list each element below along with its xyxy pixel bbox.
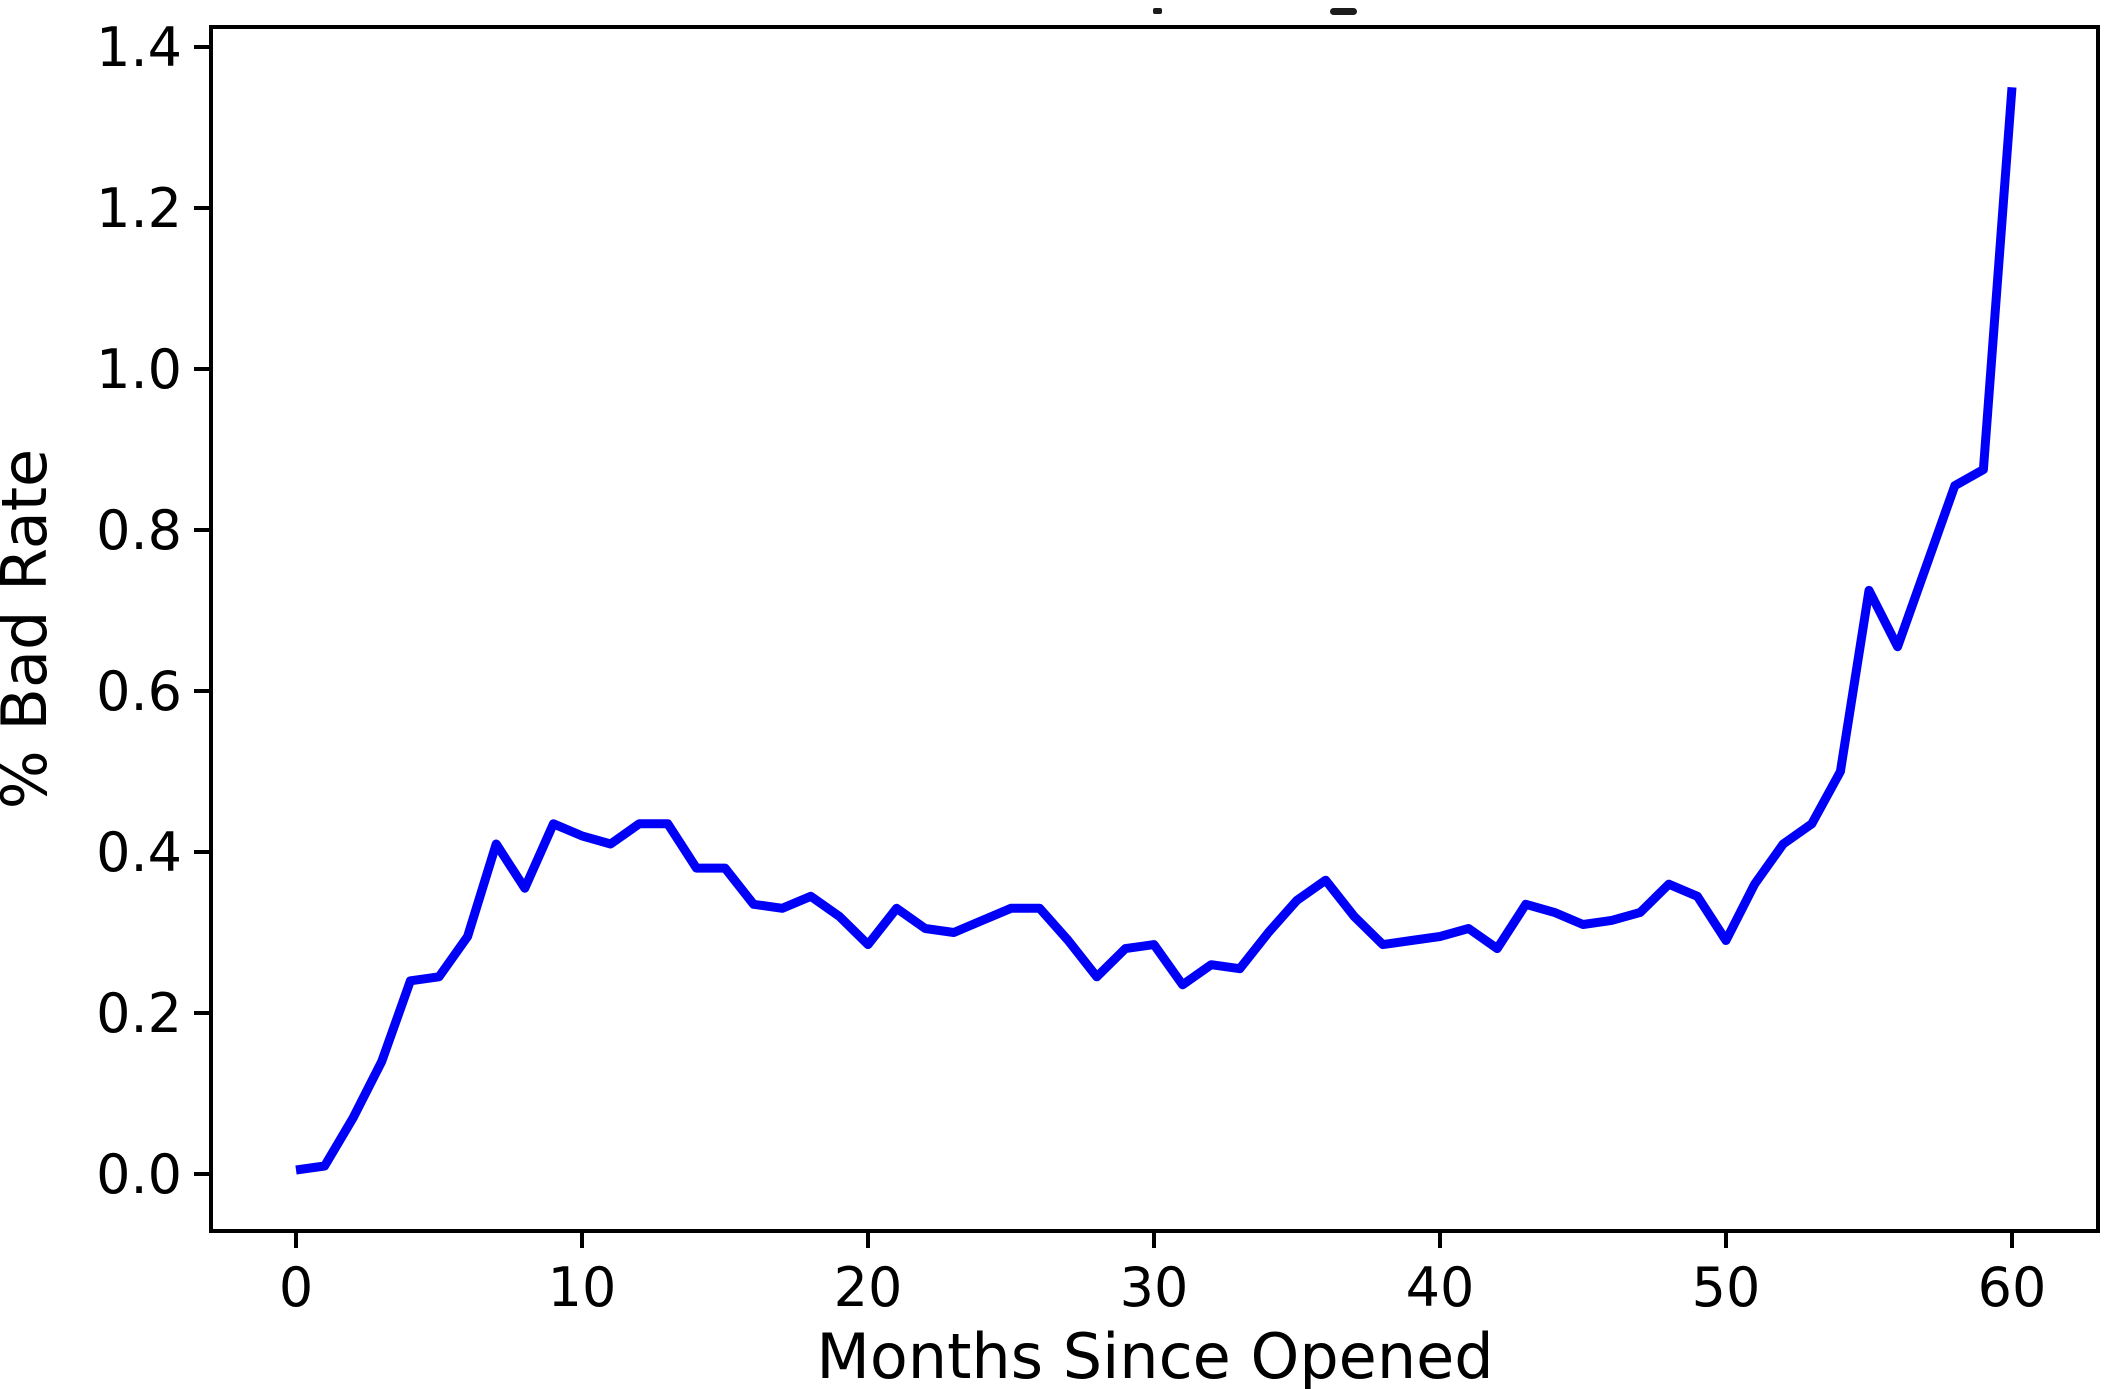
y-tick-label-1.4: 1.4 — [96, 16, 182, 79]
y-tick-label-1.2: 1.2 — [96, 177, 182, 240]
x-tick-label-60: 60 — [1978, 1256, 2047, 1319]
x-tick-label-40: 40 — [1406, 1256, 1475, 1319]
x-tick-label-50: 50 — [1692, 1256, 1761, 1319]
cropped-title-fragments — [1153, 8, 1357, 15]
cropped-title-fragment-dot — [1153, 8, 1162, 14]
cropped-title-fragment-dash — [1330, 8, 1357, 15]
y-tick-label-0.0: 0.0 — [96, 1143, 182, 1206]
bad-rate-series-line — [295, 86, 2017, 1175]
x-axis-label: Months Since Opened — [816, 1320, 1493, 1389]
x-tick-label-0: 0 — [279, 1256, 313, 1319]
x-tick-label-30: 30 — [1120, 1256, 1189, 1319]
y-axis-label: % Bad Rate — [0, 449, 61, 809]
y-tick-label-0.2: 0.2 — [96, 982, 182, 1045]
y-tick-label-0.4: 0.4 — [96, 821, 182, 884]
x-axis-ticks: 0 10 20 30 40 50 60 — [279, 1231, 2047, 1319]
y-tick-label-0.6: 0.6 — [96, 660, 182, 723]
plot-border — [209, 25, 2100, 1233]
x-tick-label-10: 10 — [548, 1256, 617, 1319]
y-axis-ticks: 0.0 0.2 0.4 0.6 0.8 1.0 1.2 1.4 — [96, 16, 211, 1206]
y-tick-label-0.8: 0.8 — [96, 499, 182, 562]
x-tick-label-20: 20 — [834, 1256, 903, 1319]
y-tick-label-1.0: 1.0 — [96, 338, 182, 401]
